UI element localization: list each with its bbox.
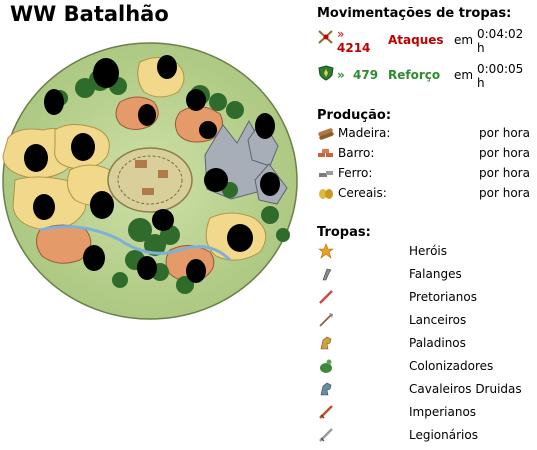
wood-icon <box>318 128 334 140</box>
troop-label: Cavaleiros Druidas <box>409 382 522 396</box>
troop-label: Legionários <box>409 428 478 442</box>
troop-label: Falanges <box>409 267 462 281</box>
movement-attack-row[interactable]: » 4214 Ataques em 0:04:02 h <box>317 27 537 61</box>
attack-timer: 0:04:02 <box>477 27 524 41</box>
resource-slot[interactable] <box>24 55 280 283</box>
troop-label: Imperianos <box>409 405 477 419</box>
settler-icon <box>320 359 332 373</box>
iron-icon <box>319 171 333 177</box>
movements-heading: Movimentações de tropas: <box>317 6 512 21</box>
crop-label: Cereais: <box>338 186 387 200</box>
reinforcement-timer: 0:00:05 <box>477 62 524 76</box>
iron-label: Ferro: <box>338 166 373 180</box>
troop-row-imperian[interactable]: Imperianos <box>317 403 537 423</box>
troop-row-settler[interactable]: Colonizadores <box>317 357 537 377</box>
production-row-crop: Cereais: por hora <box>317 184 537 204</box>
wood-rate: por hora <box>479 126 530 140</box>
iron-rate: por hora <box>479 166 530 180</box>
attack-timer-unit: h <box>477 41 485 55</box>
troop-row-hero[interactable]: Heróis <box>317 242 537 262</box>
imperian-icon <box>319 405 333 419</box>
shield-icon <box>318 65 334 81</box>
river <box>39 225 232 262</box>
paladin-icon <box>320 336 332 350</box>
legionnaire-icon <box>319 428 333 442</box>
troop-row-legionnaire[interactable]: Legionários <box>317 426 537 446</box>
village-map[interactable] <box>0 40 300 322</box>
crossed-swords-icon <box>318 30 333 44</box>
praetorian-icon <box>319 290 333 304</box>
troop-label: Colonizadores <box>409 359 494 373</box>
village-center[interactable] <box>107 147 193 213</box>
wood-label: Madeira: <box>338 126 391 140</box>
troop-label: Heróis <box>409 244 448 258</box>
lancer-icon <box>319 313 333 327</box>
attack-label[interactable]: Ataques <box>388 33 444 47</box>
troop-row-phalanx[interactable]: Falanges <box>317 265 537 285</box>
movement-reinforcement-row[interactable]: » 479 Reforço em 0:00:05 h <box>317 62 537 96</box>
crop-rate: por hora <box>479 186 530 200</box>
attack-arrow: » <box>337 27 345 41</box>
druid-rider-icon <box>320 382 332 396</box>
troop-label: Paladinos <box>409 336 466 350</box>
troop-row-druid-rider[interactable]: Cavaleiros Druidas <box>317 380 537 400</box>
troop-label: Pretorianos <box>409 290 477 304</box>
reinforcement-count: 479 <box>353 68 379 82</box>
troop-row-lancer[interactable]: Lanceiros <box>317 311 537 331</box>
attack-count: 4214 <box>337 41 371 55</box>
production-row-wood: Madeira: por hora <box>317 124 537 144</box>
clay-rate: por hora <box>479 146 530 160</box>
production-row-clay: Barro: por hora <box>317 144 537 164</box>
troop-row-paladin[interactable]: Paladinos <box>317 334 537 354</box>
reinforcement-label[interactable]: Reforço <box>388 68 441 82</box>
crop-icon <box>319 189 333 199</box>
reinforcement-in: em <box>454 68 474 82</box>
attack-in: em <box>454 33 474 47</box>
clay-label: Barro: <box>338 146 375 160</box>
troop-label: Lanceiros <box>409 313 467 327</box>
troops-heading: Tropas: <box>317 225 371 240</box>
village-title: WW Batalhão <box>10 2 169 26</box>
reinforcement-arrow: » <box>337 68 345 82</box>
clay-icon <box>318 149 333 157</box>
troop-row-praetorian[interactable]: Pretorianos <box>317 288 537 308</box>
hero-star-icon <box>318 243 334 259</box>
production-row-iron: Ferro: por hora <box>317 164 537 184</box>
production-heading: Produção: <box>317 108 392 123</box>
reinforcement-timer-unit: h <box>477 76 485 90</box>
phalanx-icon <box>322 268 332 281</box>
